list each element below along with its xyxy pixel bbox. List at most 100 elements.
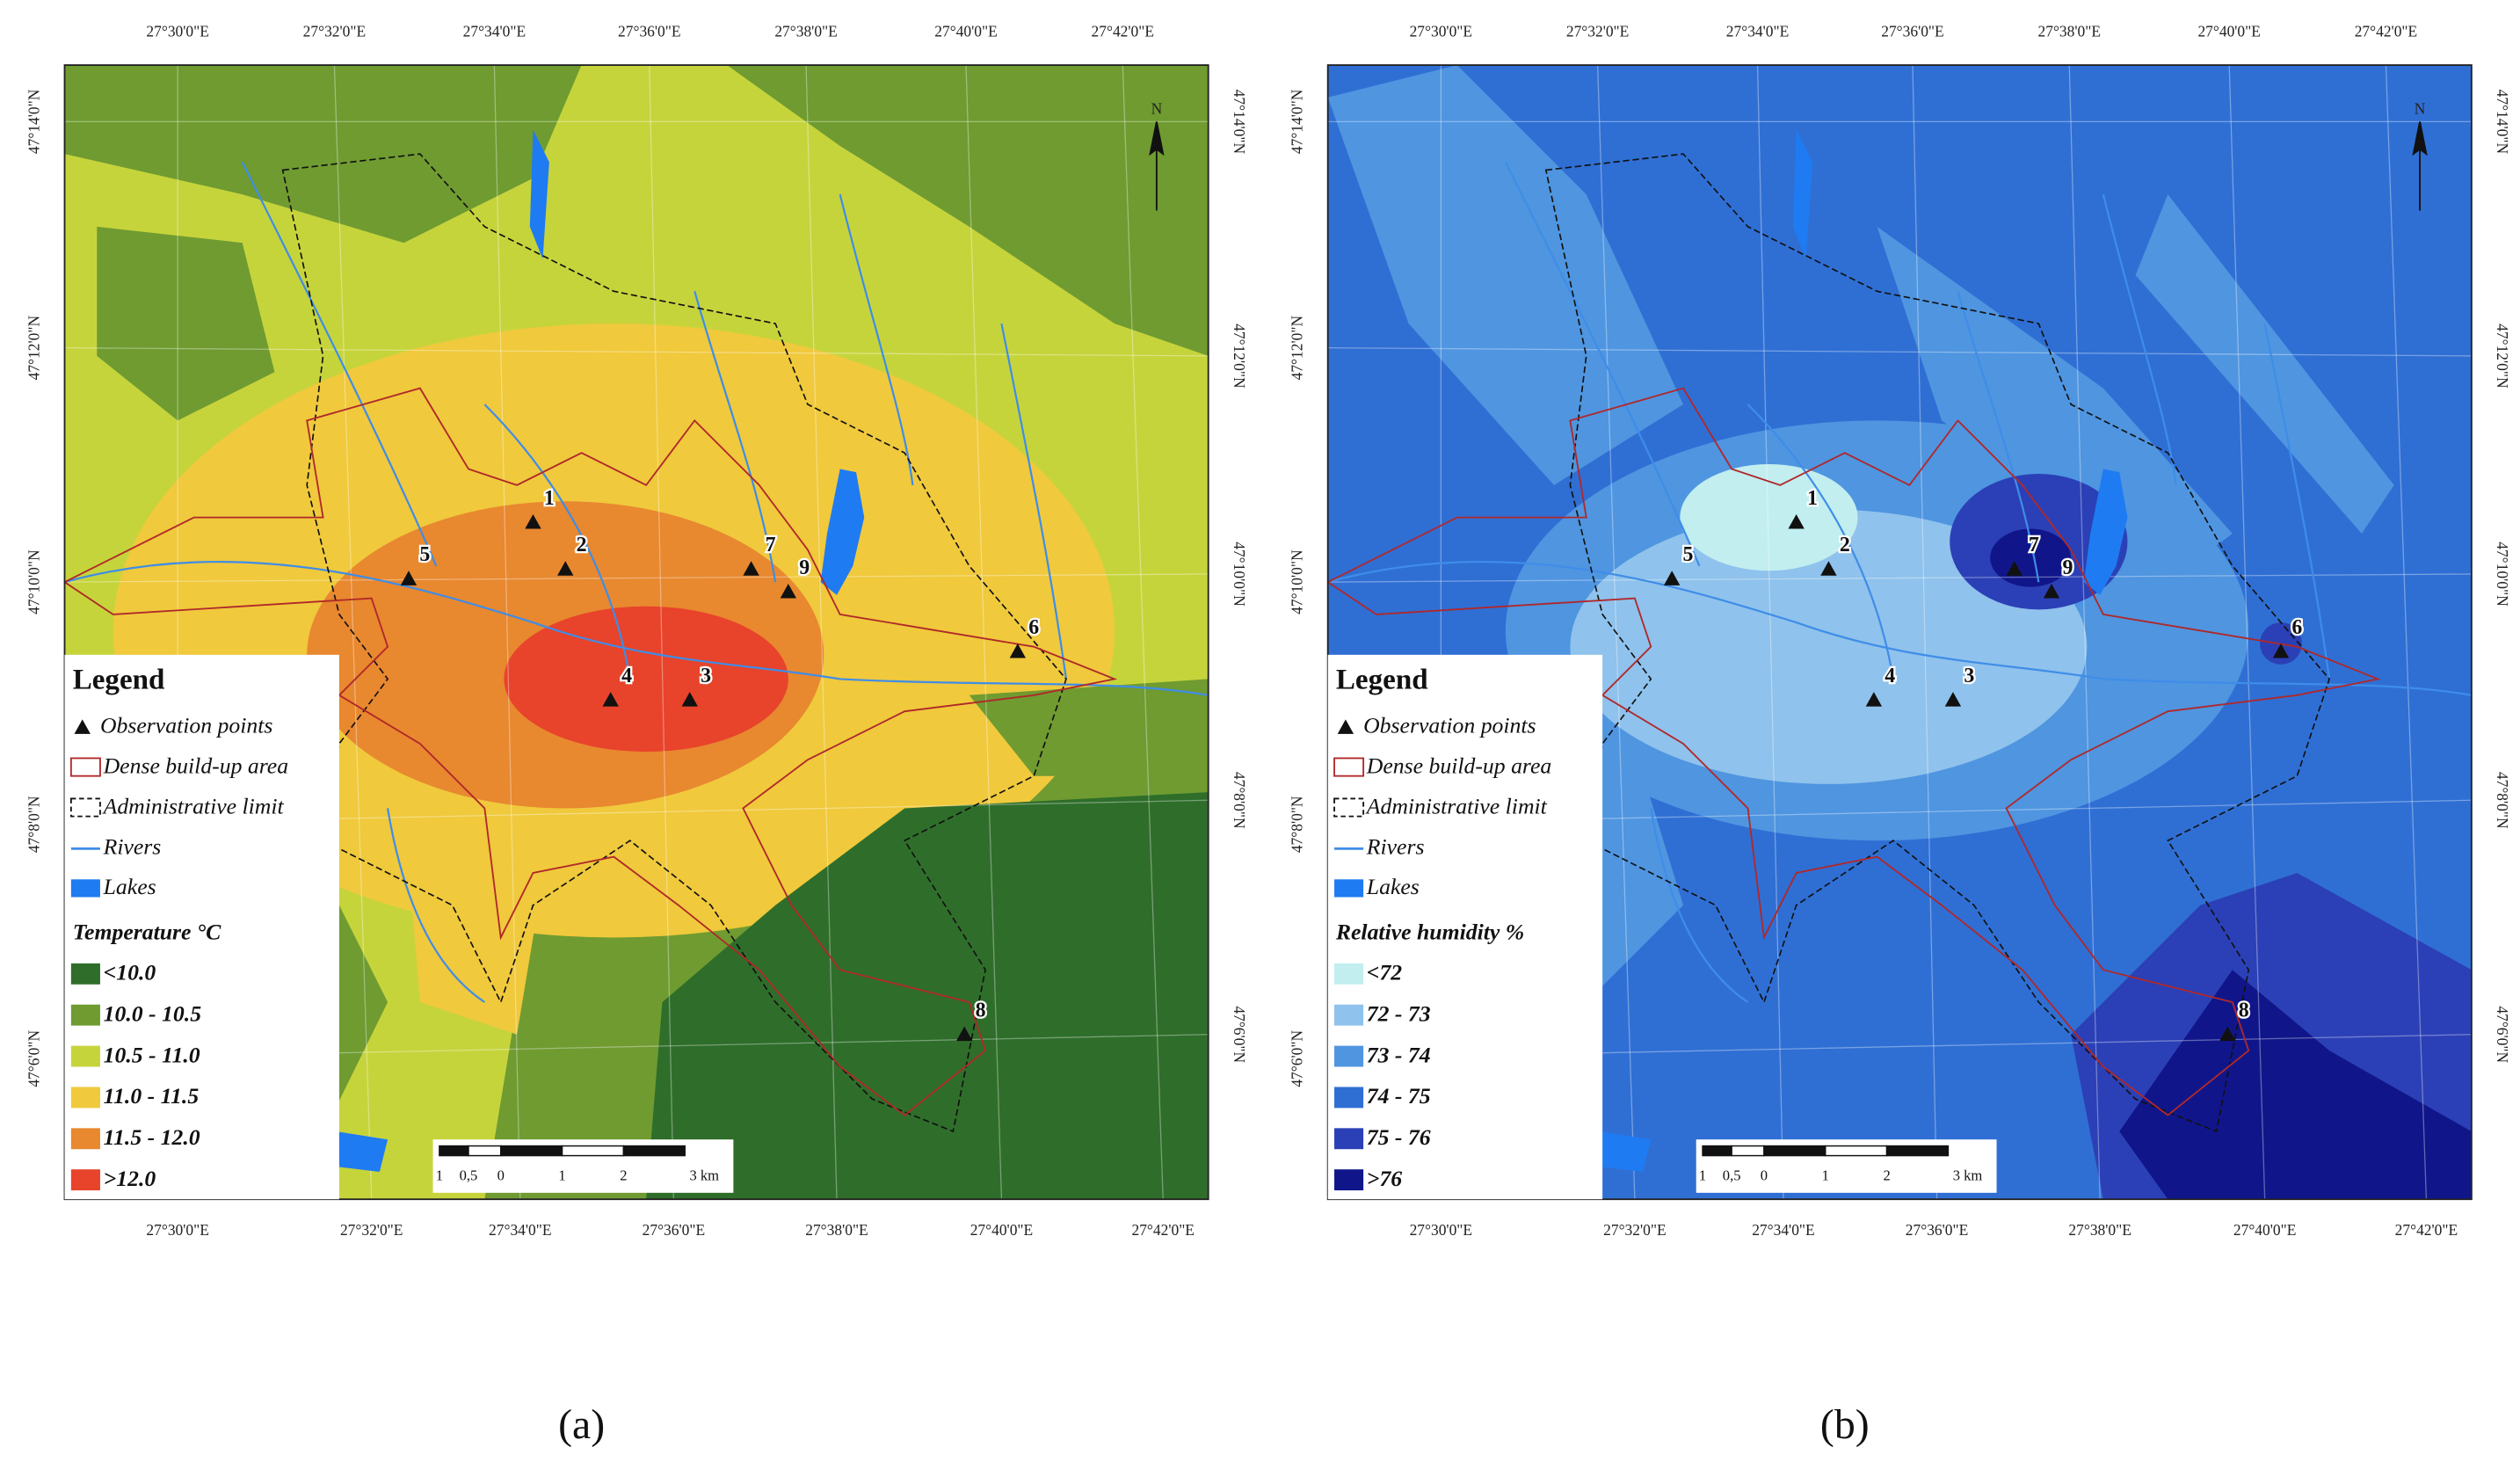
graticule	[1122, 65, 1164, 1200]
map-zone	[1327, 65, 1684, 485]
coord-label: 47°8'0"N	[2494, 772, 2511, 829]
observation-point	[743, 561, 759, 576]
coord-label: 27°40'0"E	[934, 22, 997, 40]
river	[64, 560, 1209, 696]
observation-point	[400, 571, 418, 585]
coord-label: 27°34'0"E	[1726, 22, 1789, 40]
point-label: 7	[766, 534, 776, 556]
legend-item: Lakes	[103, 874, 156, 899]
coord-label: 27°30'0"E	[1410, 22, 1472, 40]
legend-swatch	[70, 1087, 100, 1109]
north-label: N	[1151, 100, 1163, 118]
legend-item: Observation points	[100, 712, 272, 738]
administrative-limit	[1544, 153, 2331, 1133]
point-label: 7	[2029, 534, 2039, 556]
scale-bar-segment	[1763, 1145, 1826, 1157]
coord-label: 27°40'0"E	[2197, 22, 2260, 40]
coord-label: 27°36'0"E	[1881, 22, 1943, 40]
graticule	[1327, 347, 2472, 357]
point-label: 6	[1028, 616, 1039, 639]
coord-label: 27°32'0"E	[340, 1221, 403, 1239]
graticule	[64, 347, 1209, 357]
legend-symbol	[1337, 719, 1354, 734]
map-frame	[63, 64, 1209, 1201]
legend-scale-title: Temperature °C	[73, 920, 221, 945]
coord-label: 27°42'0"E	[1131, 1221, 1194, 1239]
river	[839, 193, 914, 486]
graticule	[2068, 65, 2101, 1200]
map-panel: 27°30'0"E 27°32'0"E 27°34'0"E 27°36'0"E 27°3…	[25, 22, 1247, 1448]
scale-bar-segment	[468, 1145, 502, 1157]
graticule	[649, 65, 675, 1200]
legend-class: 72 - 73	[1367, 1001, 1431, 1027]
scale-bar-segment	[439, 1145, 469, 1157]
point-label: 4	[1885, 665, 1895, 687]
river	[483, 404, 631, 680]
map-zone	[969, 679, 1209, 776]
map-zone	[1570, 509, 2088, 784]
observation-point	[2043, 583, 2060, 599]
lake	[336, 1131, 389, 1172]
observation-point	[1009, 643, 1027, 658]
legend-box	[64, 654, 339, 1200]
coord-label: 27°42'0"E	[2395, 1221, 2458, 1239]
legend-title: Legend	[1336, 665, 1428, 696]
point-label: 2	[577, 534, 587, 556]
coord-label: 27°38'0"E	[774, 22, 837, 40]
legend-class: 75 - 76	[1367, 1124, 1431, 1150]
built-up-area	[64, 387, 1118, 1116]
point-label: 2	[1840, 534, 1850, 556]
legend-class: 11.0 - 11.5	[104, 1083, 200, 1109]
coord-label: 27°34'0"E	[1752, 1221, 1814, 1239]
scale-bar-label: 1	[558, 1167, 565, 1183]
coord-label: 47°6'0"N	[1289, 1030, 1306, 1087]
legend-item: Observation points	[1363, 712, 1536, 738]
legend-swatch	[70, 1128, 100, 1150]
coord-label: 27°30'0"E	[1410, 1221, 1472, 1239]
river	[1747, 404, 1895, 680]
point-label: 9	[2062, 556, 2073, 579]
scale-bar-label: 0	[497, 1167, 505, 1183]
coord-label: 47°12'0"N	[1289, 316, 1306, 381]
map-frame	[1326, 64, 2473, 1201]
lake	[2083, 469, 2128, 595]
observation-point	[955, 1026, 973, 1042]
river	[241, 161, 438, 567]
scale-bar-label: 0	[1761, 1167, 1768, 1183]
coord-label: 47°14'0"N	[1231, 90, 1248, 155]
legend-symbol	[1334, 879, 1364, 898]
river	[1327, 560, 2472, 696]
scale-bar-label: 2	[1883, 1167, 1890, 1183]
coord-label: 27°42'0"E	[2355, 22, 2417, 40]
legend-class: 10.0 - 10.5	[104, 1001, 202, 1027]
graticule	[805, 65, 838, 1200]
legend-item: Administrative limit	[1365, 793, 1548, 818]
lake	[820, 469, 865, 595]
map-zone	[504, 606, 788, 753]
coord-label: 27°38'0"E	[2038, 22, 2101, 40]
legend-title: Legend	[73, 665, 165, 696]
graticule	[493, 65, 521, 1200]
point-label: 8	[2239, 999, 2249, 1022]
legend-class: 73 - 74	[1367, 1042, 1431, 1067]
legend-swatch	[1334, 963, 1364, 985]
scale-bar-label: 1	[1822, 1167, 1829, 1183]
legend-swatch	[1334, 1169, 1364, 1191]
point-label: 5	[1683, 543, 1694, 566]
map-zone	[1680, 463, 1858, 571]
graticule	[64, 573, 1209, 583]
panel-caption: (b)	[1820, 1401, 1870, 1448]
legend-item: Lakes	[1366, 874, 1420, 899]
scale-bar-label: 3 km	[1953, 1167, 1983, 1183]
point-label: 9	[799, 556, 810, 579]
river	[386, 808, 485, 1003]
coord-label: 47°14'0"N	[25, 89, 42, 154]
scale-bar-segment	[1885, 1145, 1950, 1157]
coord-label: 47°12'0"N	[2494, 324, 2511, 389]
coord-label: 27°32'0"E	[303, 22, 366, 40]
point-label: 3	[1964, 665, 1974, 687]
coord-label: 27°38'0"E	[805, 1221, 868, 1239]
graticule	[2228, 65, 2266, 1200]
map-zone	[403, 808, 549, 1035]
coord-label: 27°36'0"E	[618, 22, 680, 40]
